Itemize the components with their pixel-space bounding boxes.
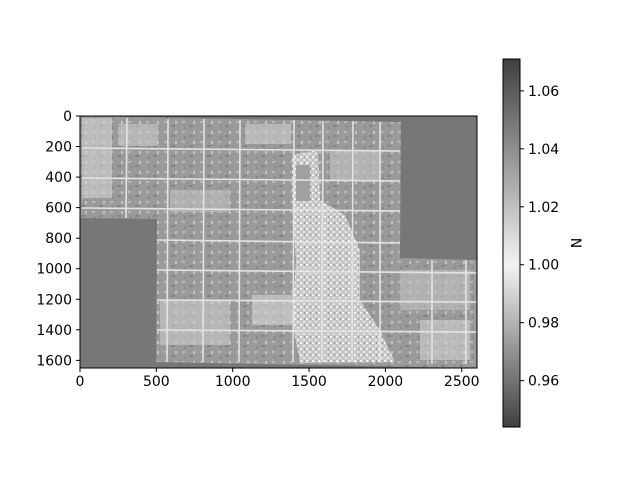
y-tick-label: 0: [63, 109, 72, 125]
colorbar: 0.96 0.98 1.00 1.02 1.04 1.06 N: [502, 58, 583, 428]
x-tick-label: 2000: [368, 374, 404, 390]
urban-area: [292, 150, 395, 363]
x-axis: 0 500 1000 1500 2000 2500: [76, 368, 480, 390]
bright-patches: [82, 118, 470, 360]
colorbar-tick-label: 0.96: [528, 374, 559, 390]
colorbar-tick-label: 0.98: [528, 316, 559, 332]
colorbar-tick-label: 1.04: [528, 142, 559, 158]
y-tick-label: 400: [45, 170, 72, 186]
colorbar-tick-label: 1.06: [528, 84, 559, 100]
colorbar-gradient: [503, 59, 520, 427]
y-tick-label: 1600: [36, 353, 72, 369]
x-tick-label: 0: [76, 374, 85, 390]
colorbar-label: N: [567, 238, 583, 248]
colorbar-frame: [502, 58, 521, 428]
y-tick-label: 600: [45, 201, 72, 217]
gray-block: [296, 165, 310, 201]
y-tick-label: 1000: [36, 262, 72, 278]
y-tick-label: 800: [45, 231, 72, 247]
x-tick-label: 2500: [444, 374, 480, 390]
y-tick-label: 1200: [36, 292, 72, 308]
colorbar-ticks: 0.96 0.98 1.00 1.02 1.04 1.06: [520, 84, 559, 390]
x-tick-label: 1000: [215, 374, 251, 390]
axes-frame: [79, 115, 478, 369]
y-tick-label: 200: [45, 140, 72, 156]
y-axis: 0 200 400 600 800 1000 1200 1400 1600: [36, 109, 80, 369]
x-tick-label: 1500: [291, 374, 327, 390]
road-grid: [81, 117, 477, 364]
main-axes: 0 500 1000 1500 2000 2500 0 200 400 600 800 1000 12…: [36, 109, 479, 390]
x-tick-label: 500: [143, 374, 170, 390]
raster-image: [80, 116, 477, 368]
colorbar-tick-label: 1.02: [528, 200, 559, 216]
y-tick-label: 1400: [36, 323, 72, 339]
colorbar-tick-label: 1.00: [528, 258, 559, 274]
